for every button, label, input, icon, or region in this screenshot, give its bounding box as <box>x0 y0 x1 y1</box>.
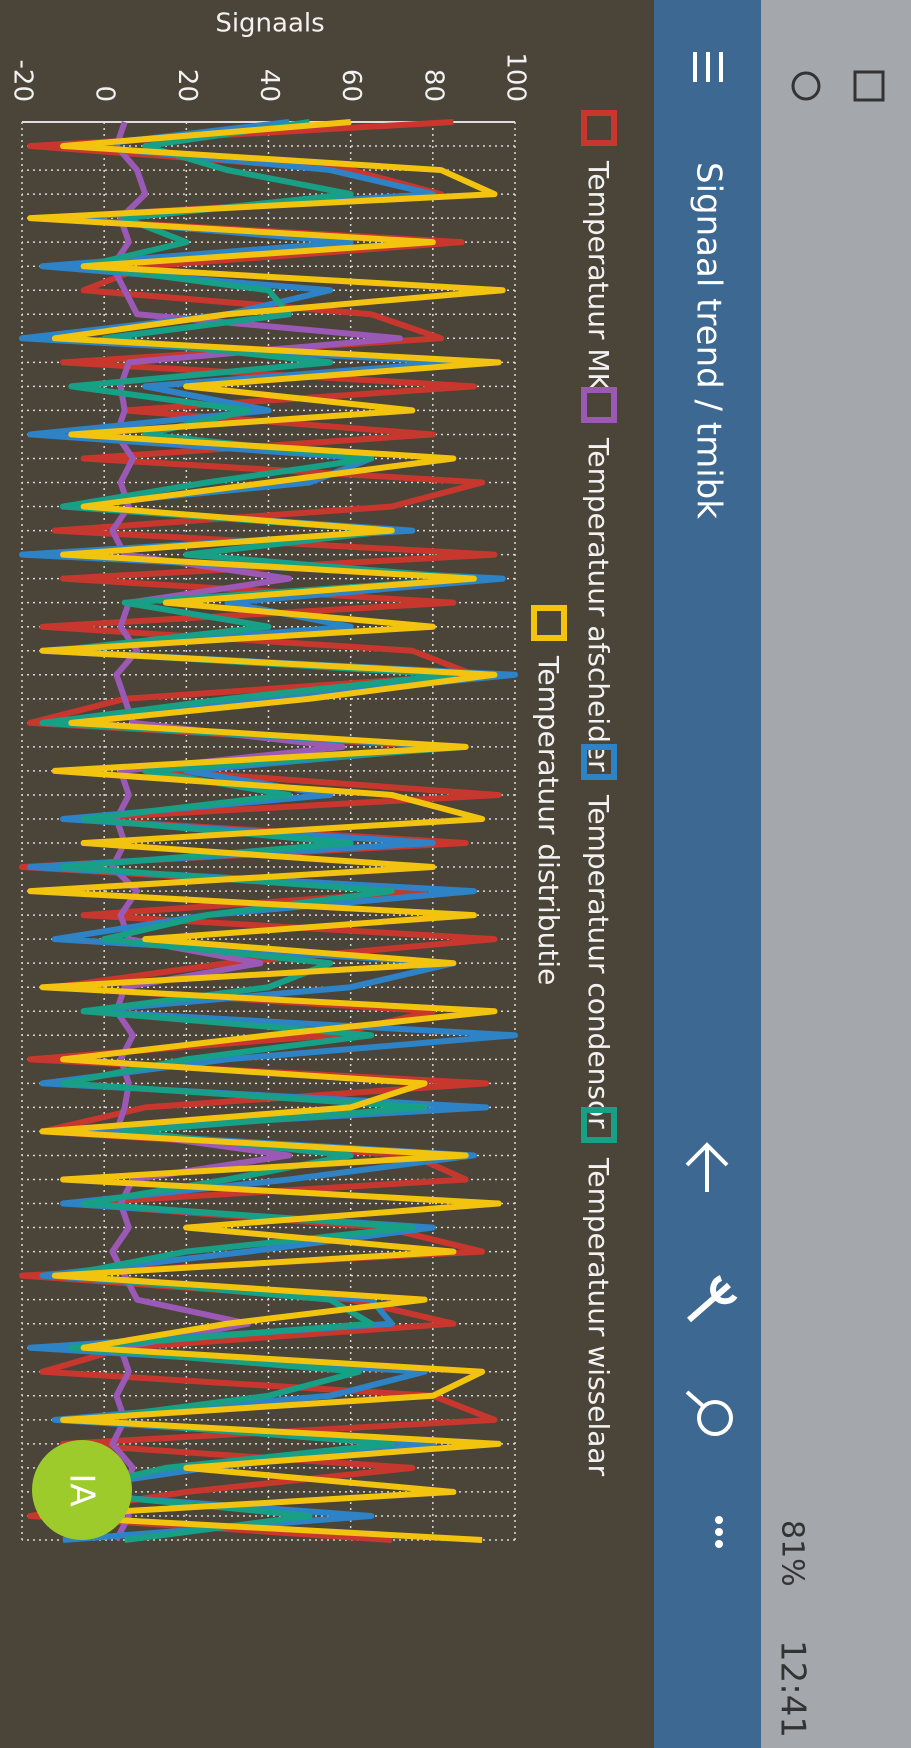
legend-label: Temperatuur condensor <box>582 794 615 1129</box>
fab-label[interactable]: IA <box>62 1473 102 1506</box>
y-tick-label: 20 <box>172 69 202 102</box>
y-axis-title: Signaals <box>215 9 324 39</box>
battery: 81% <box>775 1520 810 1587</box>
legend-label: Temperatuur wisselaar <box>582 1157 615 1477</box>
settings-icon[interactable] <box>687 1275 738 1323</box>
y-tick-label: 0 <box>90 85 120 102</box>
legend-swatch <box>581 1107 617 1143</box>
y-tick-label: -20 <box>8 60 38 102</box>
app-bar <box>654 0 761 1748</box>
legend-label: Temperatuur distributie <box>532 655 565 985</box>
legend-label: Temperatuur afscheider <box>582 437 615 772</box>
status-icon <box>791 71 821 101</box>
series-line <box>109 121 403 1542</box>
y-tick-label: 80 <box>418 69 448 102</box>
legend-swatch <box>581 110 617 146</box>
y-tick-label: 60 <box>336 69 366 102</box>
app-title: Signaal trend / tmibk <box>689 162 729 519</box>
fab[interactable] <box>32 1440 132 1540</box>
legend-label: Temperatuur MK <box>582 160 615 392</box>
legend-swatch <box>531 605 567 641</box>
time: 12:41 <box>773 1640 813 1738</box>
series-line <box>39 119 477 1543</box>
y-tick-label: 100 <box>501 52 531 102</box>
back-icon[interactable] <box>685 1142 729 1192</box>
menu-icon[interactable] <box>693 52 723 82</box>
status-icon <box>853 70 885 102</box>
plot: -20 0 20 40 60 80 100 <box>8 52 531 1543</box>
legend-swatch <box>581 744 617 780</box>
search-icon[interactable] <box>685 1390 733 1436</box>
legend-swatch <box>581 387 617 423</box>
overflow-icon[interactable] <box>715 1516 723 1548</box>
status-bar <box>761 0 911 1748</box>
y-tick-label: 40 <box>254 69 284 102</box>
series-line <box>27 119 506 1543</box>
